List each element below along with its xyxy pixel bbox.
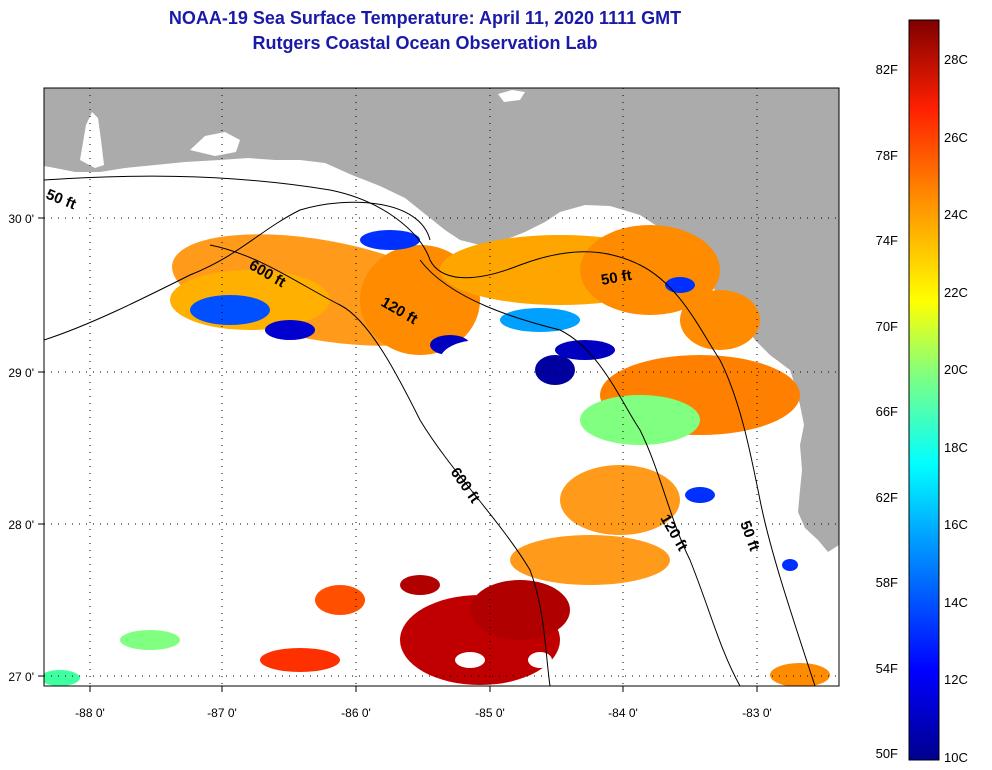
- isobath-label: 50 ft: [600, 267, 633, 289]
- lon-tick-label: -83 0': [742, 706, 772, 720]
- lon-tick-label: -86 0': [341, 706, 371, 720]
- colorbar-f-label: 54F: [875, 661, 898, 676]
- sst-patches: [44, 225, 830, 686]
- colorbar-c-label: 28C: [944, 52, 968, 67]
- map-subtitle: Rutgers Coastal Ocean Observation Lab: [252, 33, 598, 53]
- map-frame: [43, 87, 840, 687]
- colorbar-c-label: 16C: [944, 517, 968, 532]
- ticks: [38, 217, 758, 692]
- colorbar-f-label: 78F: [875, 148, 898, 163]
- colorbar-c-label: 14C: [944, 595, 968, 610]
- colorbar-f-label: 50F: [875, 746, 898, 761]
- lat-tick-label: 28 0': [8, 518, 34, 532]
- colorbar-f-label: 74F: [875, 233, 898, 248]
- colorbar-c-label: 10C: [944, 750, 968, 765]
- colorbar-c-label: 12C: [944, 672, 968, 687]
- colorbar-f-label: 82F: [875, 62, 898, 77]
- colorbar-f-label: 58F: [875, 575, 898, 590]
- colorbar-c-label: 24C: [944, 207, 968, 222]
- land-mass: [44, 88, 839, 552]
- colorbar-c-label: 22C: [944, 285, 968, 300]
- colorbar-f-label: 62F: [875, 490, 898, 505]
- map-title: NOAA-19 Sea Surface Temperature: April 1…: [168, 8, 682, 28]
- isobaths: [44, 175, 816, 686]
- colorbar-c-label: 20C: [944, 362, 968, 377]
- lon-tick-label: -87 0': [207, 706, 237, 720]
- lake: [498, 90, 525, 102]
- lat-tick-label: 30 0': [8, 212, 34, 226]
- colorbar: [908, 19, 940, 761]
- colorbar-f-label: 70F: [875, 319, 898, 334]
- colorbar-c-label: 26C: [944, 130, 968, 145]
- colorbar-c-label: 18C: [944, 440, 968, 455]
- lon-tick-label: -84 0': [608, 706, 638, 720]
- lon-tick-label: -85 0': [475, 706, 505, 720]
- colorbar-f-label: 66F: [875, 404, 898, 419]
- lat-tick-label: 29 0': [8, 366, 34, 380]
- no-data-gaps: [440, 340, 552, 668]
- lon-tick-label: -88 0': [75, 706, 105, 720]
- mobile-bay: [80, 112, 104, 168]
- bay-inlet: [190, 132, 240, 156]
- lat-tick-label: 27 0': [8, 670, 34, 684]
